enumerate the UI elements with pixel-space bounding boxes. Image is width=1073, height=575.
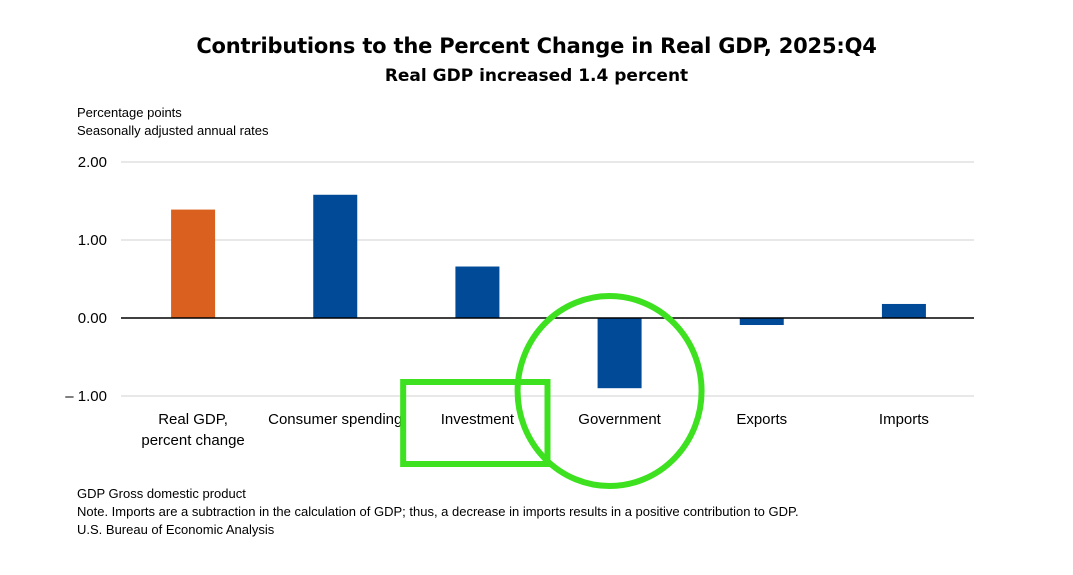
y-tick-label: 0.00 [78, 310, 107, 327]
y-tick-labels: 2.00 1.00 0.00 – 1.00 [65, 154, 107, 405]
y-tick-label: 2.00 [78, 154, 107, 171]
footnote-source: U.S. Bureau of Economic Analysis [77, 522, 275, 537]
y-axis-units: Percentage points Seasonally adjusted an… [77, 104, 269, 140]
bar [597, 318, 642, 389]
annotations [400, 293, 705, 489]
bar [171, 209, 216, 318]
chart-subtitle: Real GDP increased 1.4 percent [384, 66, 689, 86]
y-axis-unit-line: Percentage points [77, 105, 182, 120]
category-label: percent change [141, 432, 244, 449]
y-axis-unit-line: Seasonally adjusted annual rates [77, 123, 269, 138]
bars [171, 194, 926, 389]
highlight-rectangle [400, 379, 551, 467]
category-label: Consumer spending [268, 411, 402, 428]
bar [739, 318, 784, 326]
category-label: Real GDP, [158, 411, 228, 428]
bar [881, 303, 926, 318]
y-tick-label: – 1.00 [65, 388, 107, 405]
category-label: Government [578, 411, 661, 428]
bar [313, 194, 358, 318]
bar [455, 266, 500, 318]
category-labels: Real GDP, percent change Consumer spending… [141, 411, 929, 449]
footnote-note: Note. Imports are a subtraction in the c… [77, 504, 799, 519]
category-label: Investment [441, 411, 515, 428]
highlight-circle [514, 293, 705, 489]
footnotes: GDP Gross domestic product Note. Imports… [77, 485, 799, 539]
category-label: Exports [736, 411, 787, 428]
chart-title: Contributions to the Percent Change in R… [196, 34, 877, 58]
category-label: Imports [879, 411, 929, 428]
footnote-abbreviation: GDP Gross domestic product [77, 486, 246, 501]
gridlines [121, 161, 974, 397]
y-tick-label: 1.00 [78, 232, 107, 249]
